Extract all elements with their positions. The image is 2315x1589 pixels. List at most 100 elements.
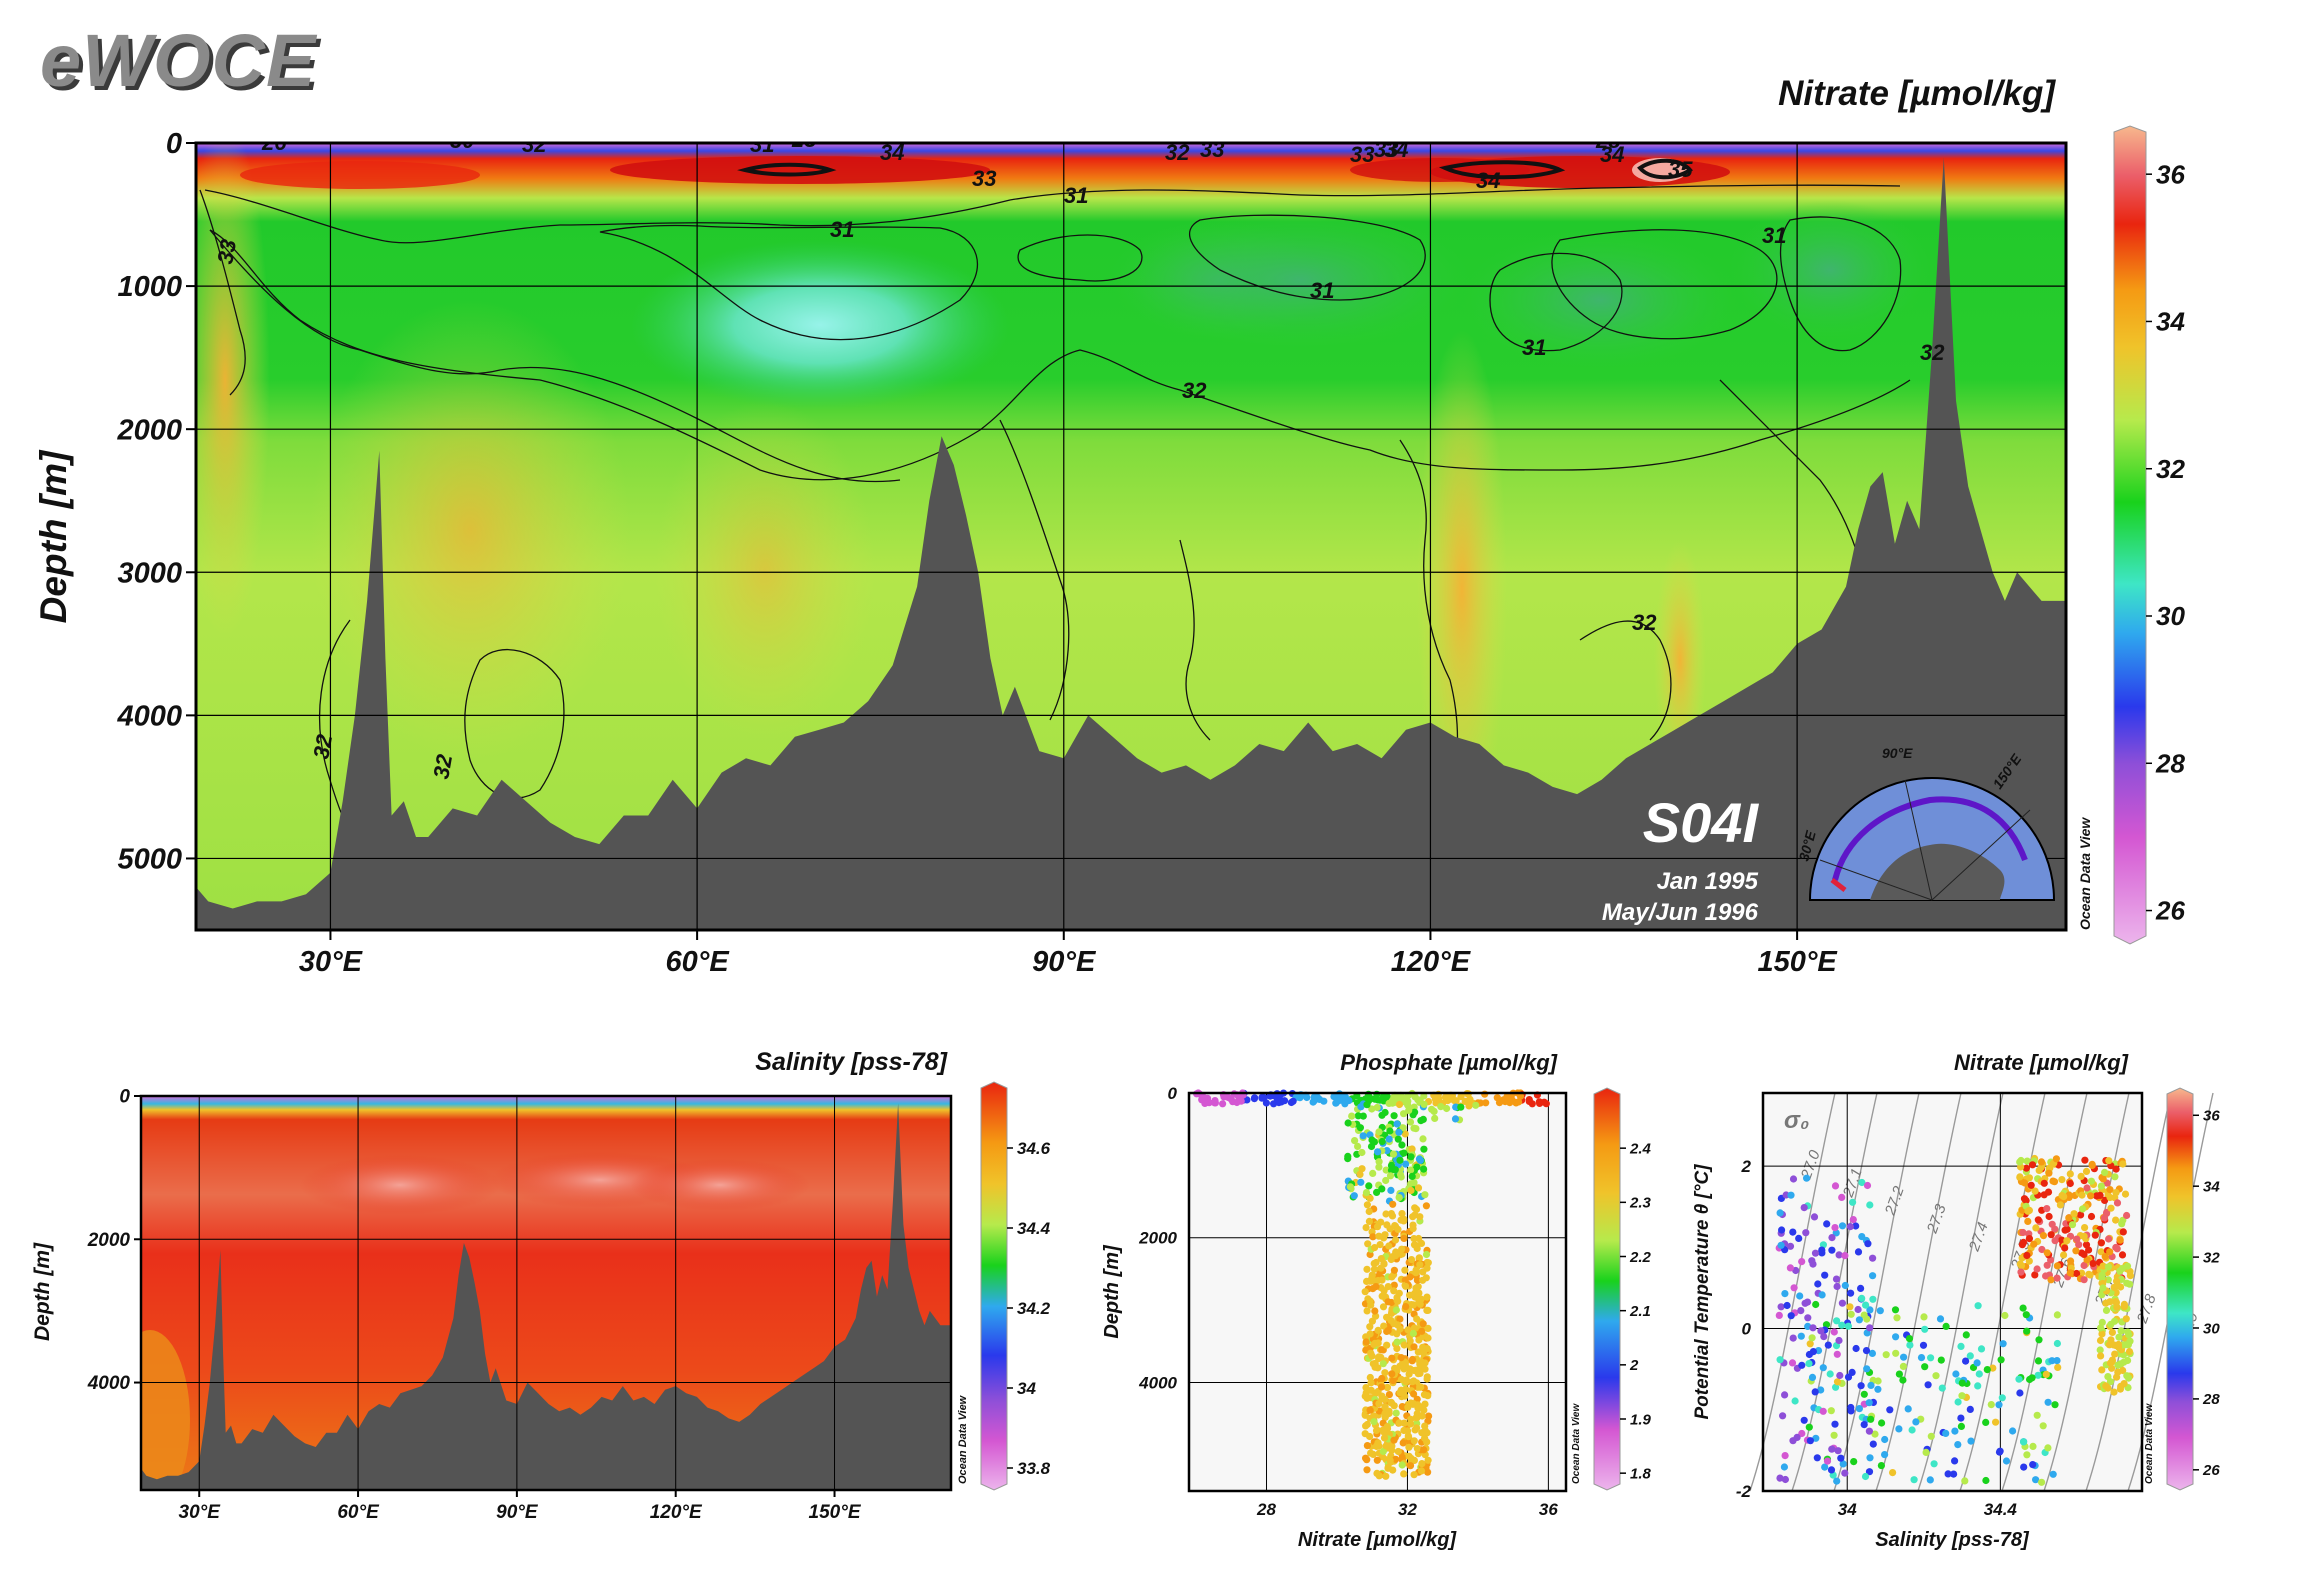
contour-label: 33 bbox=[212, 237, 241, 265]
profile-point bbox=[1396, 1171, 1405, 1179]
ts-point bbox=[2044, 1444, 2052, 1452]
x-tick-label: 90°E bbox=[1032, 946, 1097, 978]
contour-label: 33 bbox=[1374, 137, 1398, 162]
ts-point bbox=[1881, 1435, 1889, 1444]
ts-point bbox=[2073, 1269, 2081, 1278]
profile-point bbox=[1444, 1093, 1452, 1101]
ts-point bbox=[1854, 1305, 1862, 1314]
ts-point bbox=[1798, 1361, 1806, 1369]
ts-point bbox=[1846, 1303, 1854, 1311]
ts-point bbox=[1866, 1201, 1874, 1209]
ts-point bbox=[2117, 1327, 2125, 1335]
profile-point bbox=[1362, 1189, 1371, 1197]
surface-max-band bbox=[610, 156, 990, 184]
ts-point bbox=[2080, 1250, 2088, 1258]
ts-point bbox=[2026, 1375, 2034, 1384]
profile-point bbox=[1382, 1210, 1390, 1218]
contour-line bbox=[1779, 216, 1902, 352]
ts-point bbox=[1927, 1432, 1935, 1440]
ts-point bbox=[1989, 1364, 1997, 1372]
ts-point bbox=[1932, 1372, 1940, 1380]
profile-point bbox=[1371, 1244, 1379, 1252]
profile-point bbox=[1405, 1443, 1413, 1451]
phosphate-colorbar-ticks: 2.4 2.3 2.2 2.1 2 1.9 1.8 bbox=[1620, 1140, 1652, 1482]
ts-point bbox=[1975, 1370, 1983, 1378]
ts-point bbox=[1777, 1303, 1785, 1311]
profile-point bbox=[1411, 1204, 1419, 1212]
ts-point bbox=[1808, 1373, 1817, 1381]
ts-axis-ticks: 34 34.4 2 0 -2 bbox=[1736, 1157, 2018, 1519]
profile-point bbox=[1414, 1184, 1423, 1192]
ts-point bbox=[1832, 1275, 1841, 1283]
y-tick-label: 4000 bbox=[116, 701, 182, 733]
x-tick-label: 120°E bbox=[1391, 946, 1472, 978]
ts-point bbox=[1787, 1191, 1795, 1199]
profile-point bbox=[1400, 1234, 1408, 1242]
profile-point bbox=[1419, 1320, 1427, 1328]
warm-water-patch bbox=[655, 400, 875, 740]
ts-point bbox=[2112, 1189, 2120, 1197]
profile-point bbox=[1417, 1467, 1426, 1475]
ts-point bbox=[1937, 1356, 1945, 1364]
ts-point bbox=[2111, 1350, 2119, 1358]
ts-point bbox=[1838, 1222, 1847, 1230]
contour-label: 28 bbox=[791, 127, 817, 152]
contour-line bbox=[599, 224, 978, 341]
ts-point bbox=[2047, 1276, 2055, 1284]
ts-point bbox=[2070, 1210, 2078, 1218]
ts-point bbox=[1828, 1445, 1836, 1453]
main-plot-frame bbox=[194, 141, 2068, 932]
contour-line bbox=[204, 184, 1901, 244]
ts-point bbox=[1904, 1405, 1912, 1413]
ts-point bbox=[1833, 1350, 1841, 1358]
contour-line bbox=[1551, 229, 1778, 340]
profile-point bbox=[1424, 1456, 1432, 1464]
profile-point bbox=[1451, 1115, 1460, 1123]
ts-point bbox=[2083, 1256, 2091, 1264]
x-tick-label: 150°E bbox=[809, 1502, 862, 1523]
ts-point bbox=[2125, 1374, 2133, 1382]
profile-point bbox=[1416, 1383, 1424, 1391]
profile-point bbox=[1400, 1419, 1408, 1427]
ts-point bbox=[2085, 1246, 2093, 1254]
ts-point bbox=[2061, 1244, 2069, 1252]
profile-point bbox=[1408, 1355, 1417, 1364]
y-tick-label: 1000 bbox=[117, 271, 182, 303]
profile-point bbox=[1407, 1153, 1415, 1161]
ts-point bbox=[1998, 1394, 2006, 1402]
ts-point bbox=[1919, 1341, 1928, 1349]
colorbar-tick-label: 32 bbox=[2156, 454, 2185, 484]
profile-point bbox=[1424, 1259, 1432, 1267]
ts-point bbox=[1917, 1354, 1926, 1362]
profile-point bbox=[1424, 1392, 1432, 1400]
profile-point bbox=[1392, 1409, 1400, 1417]
profile-point bbox=[1404, 1403, 1412, 1411]
profile-point bbox=[1384, 1298, 1392, 1306]
ts-point bbox=[2087, 1212, 2096, 1221]
profile-point bbox=[1396, 1315, 1404, 1323]
colorbar-tick-label: 34 bbox=[2203, 1178, 2220, 1195]
ts-point bbox=[2009, 1427, 2017, 1435]
ts-point bbox=[2108, 1328, 2116, 1336]
contour-line bbox=[464, 648, 565, 799]
profile-point bbox=[1386, 1172, 1395, 1180]
ts-point bbox=[2105, 1157, 2113, 1165]
ts-point bbox=[1800, 1416, 1808, 1424]
ts-point bbox=[1893, 1314, 1901, 1322]
contour-label: 26 bbox=[1547, 123, 1573, 148]
y-tick-label: -2 bbox=[1736, 1482, 1752, 1501]
ts-point bbox=[2081, 1156, 2089, 1164]
ts-point bbox=[2112, 1298, 2120, 1306]
colorbar-tick-label: 2 bbox=[1629, 1357, 1639, 1374]
ts-point bbox=[2080, 1232, 2088, 1240]
colorbar-tick-label: 34 bbox=[2156, 307, 2185, 337]
profile-point bbox=[1385, 1391, 1393, 1399]
ts-point bbox=[2087, 1177, 2095, 1185]
profile-point bbox=[1374, 1148, 1382, 1156]
ts-point bbox=[1849, 1216, 1857, 1224]
profile-point bbox=[1408, 1145, 1416, 1153]
profile-point bbox=[1401, 1266, 1409, 1274]
ts-y-axis-label: Potential Temperature θ [°C] bbox=[1692, 1164, 1713, 1420]
profile-point bbox=[1422, 1202, 1430, 1210]
ts-point bbox=[2106, 1193, 2114, 1202]
